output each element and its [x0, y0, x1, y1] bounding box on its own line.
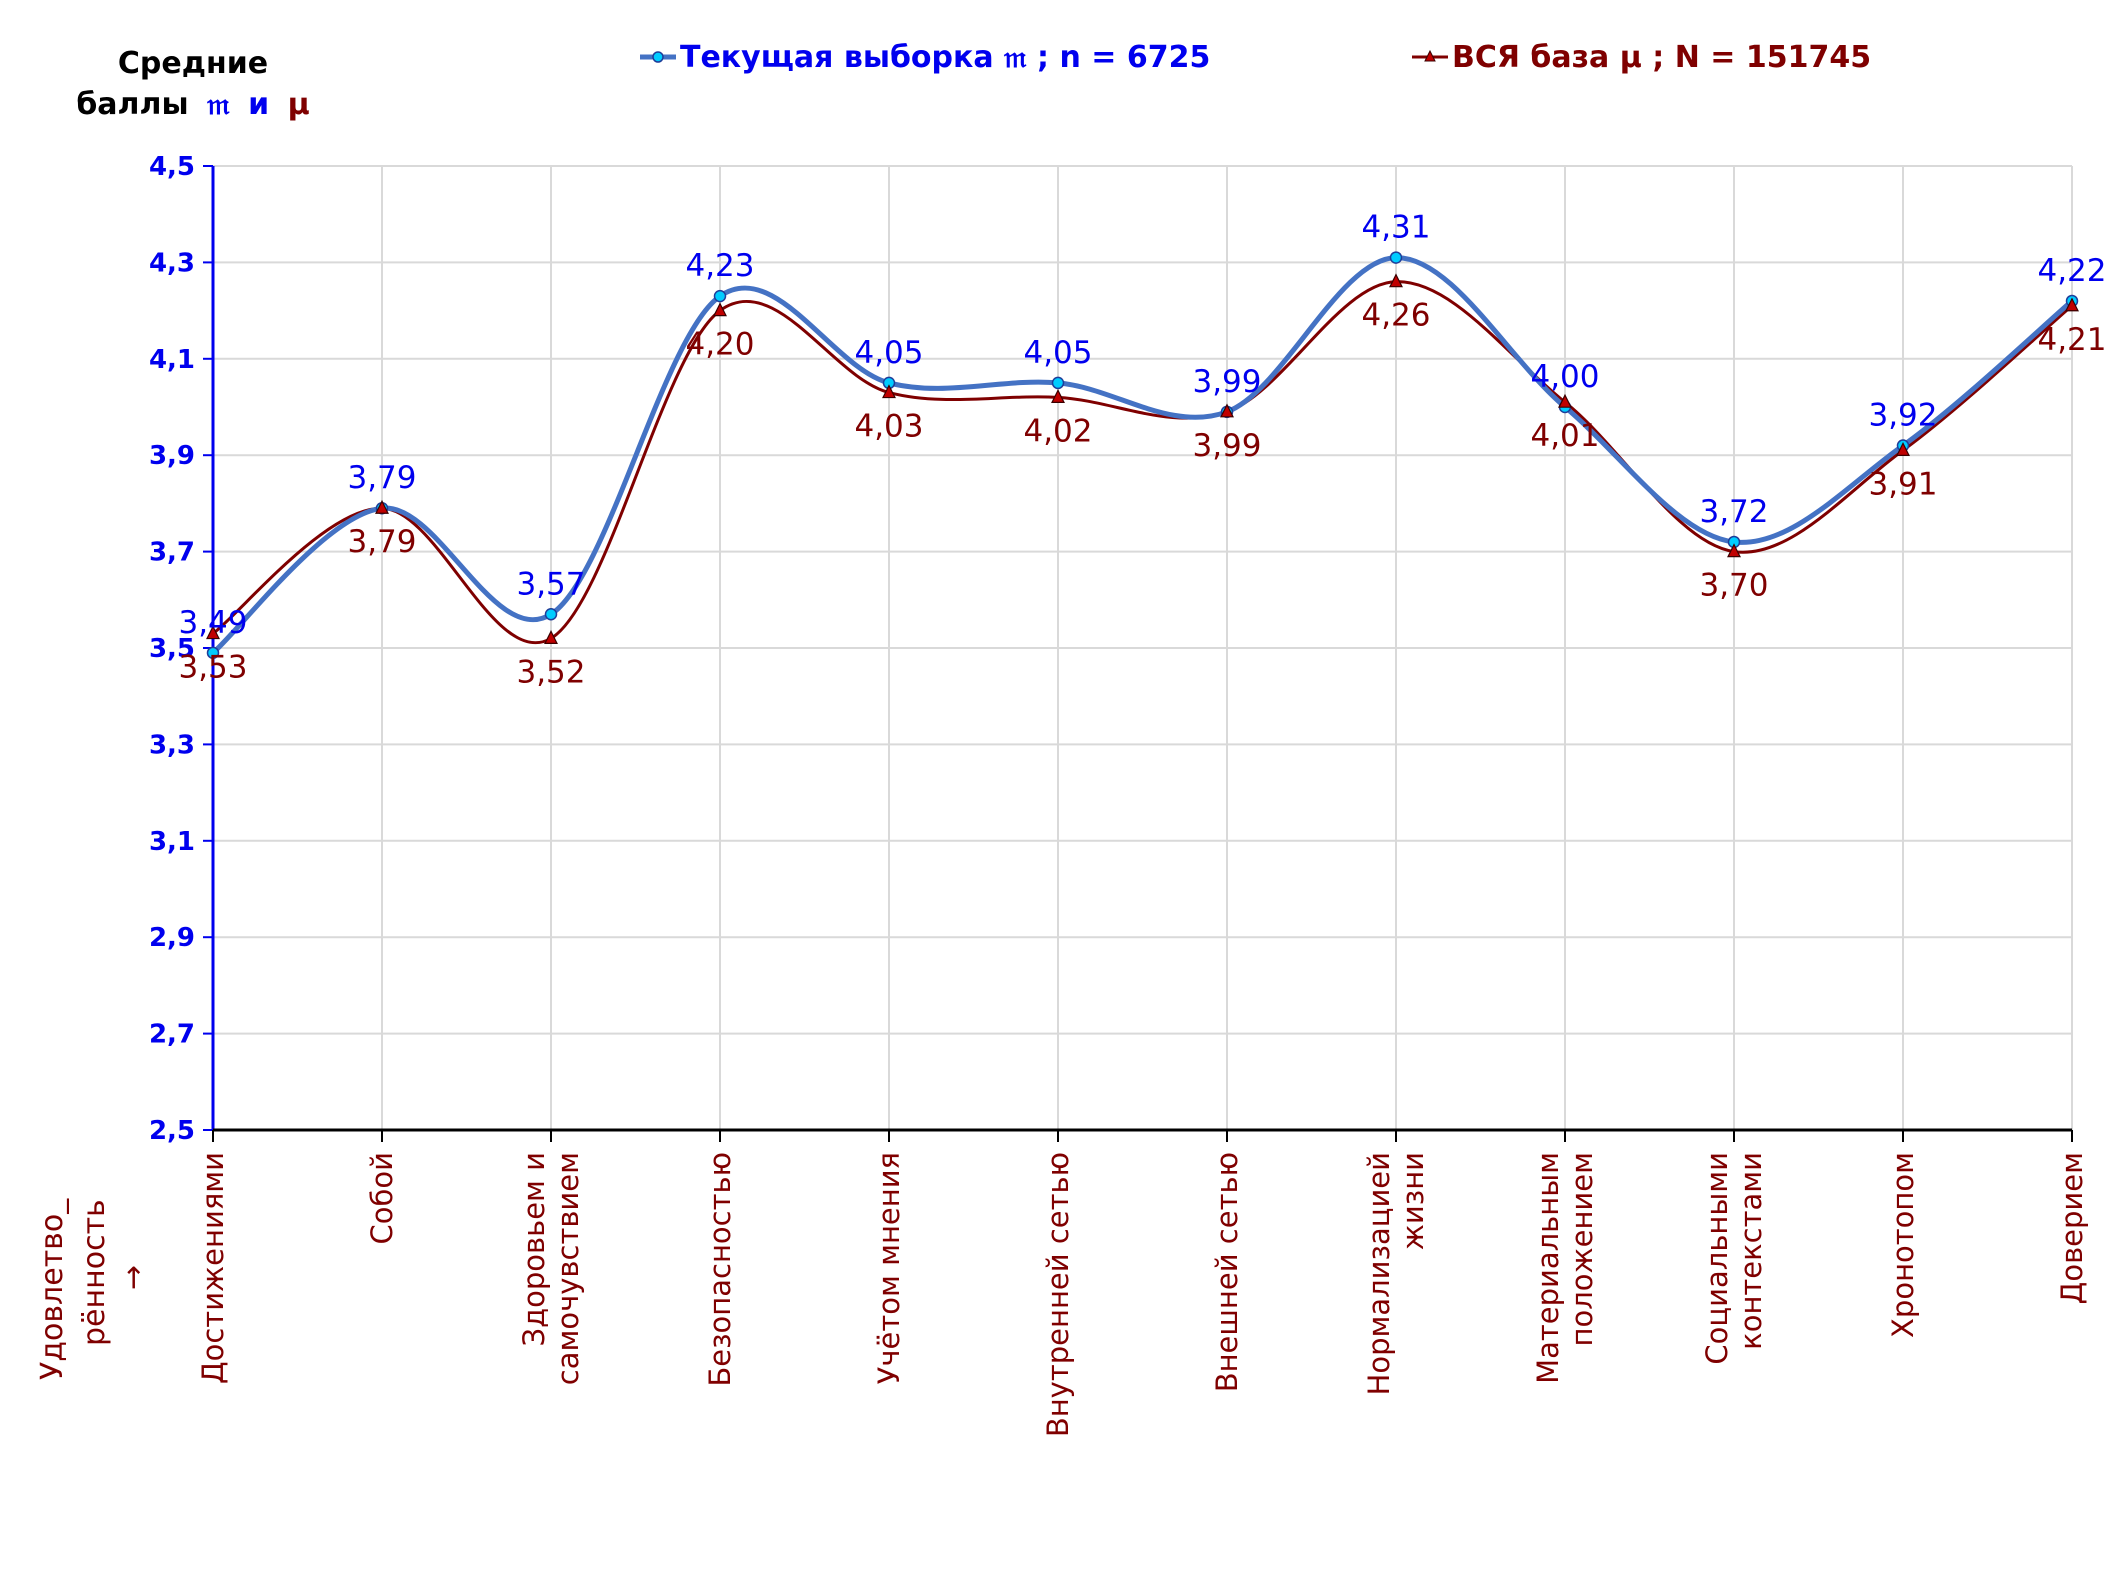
legend-swatch-marker [1424, 49, 1436, 62]
series-current-label: 4,05 [1023, 335, 1092, 371]
series-base-label: 4,26 [1361, 298, 1430, 334]
y-tick-label: 3,9 [149, 441, 195, 471]
series-base-label: 3,52 [516, 654, 585, 690]
y-tick-label: 4,3 [149, 248, 195, 278]
x-tick-label: Внутренней сетью [1041, 1152, 1075, 1437]
y-axis-title-sym-current: 𝔪 [206, 87, 230, 122]
series-base-point [1389, 273, 1403, 288]
x-axis-title-arrow: → [116, 1265, 151, 1290]
series-current-label: 4,00 [1530, 359, 1599, 395]
series-base-label: 3,53 [178, 650, 247, 686]
x-tick-label: Материальным [1531, 1152, 1565, 1384]
x-axis-title-line1: Удовлетво_ [35, 1198, 70, 1380]
series-current-point [206, 646, 220, 660]
x-tick-label: Нормализацией [1362, 1152, 1396, 1395]
y-tick-label: 4,5 [149, 152, 195, 182]
series-current-label: 4,31 [1361, 210, 1430, 246]
series-base-label: 4,01 [1530, 418, 1599, 454]
series-base-point [2065, 297, 2079, 312]
series-current-label: 3,49 [178, 605, 247, 641]
series-base-label: 3,70 [1699, 568, 1768, 604]
y-axis-title-and: и [248, 87, 269, 122]
series-base-point [1896, 442, 1910, 456]
x-tick-label: Хронотопом [1886, 1152, 1920, 1338]
series-base-label: 3,91 [1868, 466, 1937, 502]
series-current-point [713, 289, 727, 303]
y-axis-title-line1: Средние [118, 46, 268, 81]
series-current-point [1389, 251, 1403, 264]
gridlines [213, 165, 2073, 1130]
legend: Текущая выборка 𝔪 ; n = 6725 ВСЯ база μ ;… [640, 40, 1871, 75]
x-tick-label: Собой [365, 1152, 399, 1244]
y-tick-label: 3,3 [149, 730, 195, 760]
y-axis-ticks: 2,5 2,7 2,9 3,1 3,3 3,5 3,7 3,9 4,1 4,3 4,5 [149, 152, 213, 1146]
x-tick-label: положением [1565, 1152, 1599, 1346]
series-base-point [1220, 403, 1234, 418]
y-tick-label: 3,7 [149, 538, 195, 568]
series-base-label: 3,79 [347, 524, 416, 560]
x-tick-label: самочувствием [551, 1152, 585, 1385]
series-base-point [1051, 389, 1065, 403]
series-current-point [1051, 376, 1065, 390]
series-current-label: 4,23 [685, 248, 754, 284]
series-base-label: 4,20 [685, 327, 754, 363]
y-axis-title-prefix: баллы [76, 87, 188, 122]
y-axis-title-line2: баллы 𝔪 и μ [76, 87, 309, 122]
series-current-label: 3,99 [1192, 364, 1261, 400]
series-base-point [1727, 543, 1741, 558]
series-base-point [1558, 393, 1572, 408]
x-axis-ticks: Достижениями Собой Здоровьем и самочувствие… [196, 1130, 2089, 1437]
series-markers [206, 251, 2079, 660]
legend-swatch-marker [652, 51, 664, 63]
legend-entry-label: Текущая выборка 𝔪 ; n = 6725 [680, 40, 1210, 75]
x-tick-label: контекстами [1734, 1152, 1768, 1350]
series-base-point [375, 499, 389, 514]
series-current-label: 3,72 [1699, 494, 1768, 530]
x-tick-label: Достижениями [196, 1152, 230, 1384]
legend-entry-label: ВСЯ база μ ; N = 151745 [1452, 40, 1871, 75]
x-tick-label: Учётом мнения [872, 1152, 906, 1384]
series-base-point [206, 625, 220, 640]
series-current-label: 3,57 [516, 566, 585, 602]
series-base-point [713, 302, 727, 317]
series-base-line [212, 280, 2073, 645]
x-tick-label: Доверием [2055, 1152, 2089, 1304]
y-tick-label: 3,1 [149, 827, 195, 857]
x-tick-label: Здоровьем и [517, 1152, 551, 1347]
series-current-label: 4,22 [2037, 253, 2106, 289]
series-current-label: 3,92 [1868, 398, 1937, 434]
y-tick-label: 2,9 [149, 923, 195, 953]
x-tick-label: Социальными [1700, 1152, 1734, 1365]
x-tick-label: Безопасностью [703, 1152, 737, 1387]
y-tick-label: 2,5 [149, 1116, 195, 1146]
y-tick-label: 4,1 [149, 345, 195, 375]
x-tick-label: жизни [1396, 1152, 1430, 1250]
series-base-label: 3,99 [1192, 428, 1261, 464]
series-base-label: 4,03 [854, 409, 923, 445]
y-tick-label: 2,7 [149, 1020, 195, 1050]
data-labels: 3,49 3,79 3,57 4,23 4,05 4,05 3,99 4,31 4,00 3,72… [178, 210, 2106, 691]
series-current-point [544, 608, 558, 621]
y-tick-label: 3,5 [149, 634, 195, 664]
series-base-point [882, 384, 896, 399]
series-base-label: 4,02 [1023, 413, 1092, 449]
y-axis-title-sym-base: μ [288, 87, 310, 122]
x-tick-label: Внешней сетью [1210, 1152, 1244, 1392]
series-current-label: 3,79 [347, 460, 416, 496]
x-axis-title-line2: рённость [77, 1199, 112, 1346]
series-base-point [544, 630, 558, 644]
series-current-label: 4,05 [854, 335, 923, 371]
series-base-label: 4,21 [2037, 322, 2106, 358]
